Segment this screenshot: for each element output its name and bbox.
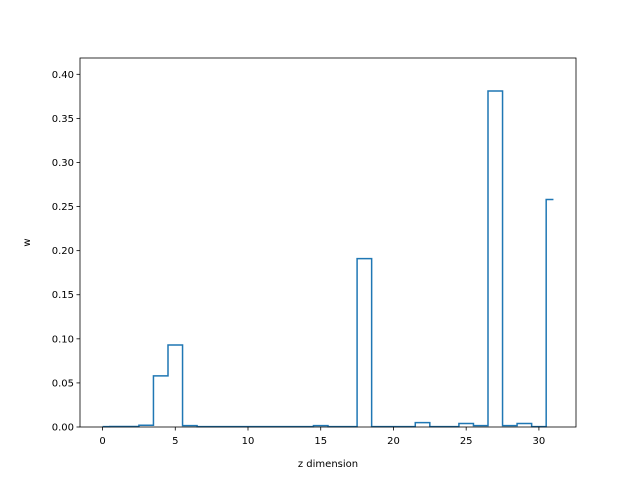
y-tick-label: 0.40: [52, 70, 74, 81]
x-tick-label: 30: [533, 436, 546, 447]
y-tick-label: 0.25: [52, 202, 74, 213]
y-tick-label: 0.10: [52, 334, 74, 345]
y-tick-label: 0.15: [52, 290, 74, 301]
y-tick-label: 0.30: [52, 158, 74, 169]
x-tick-label: 25: [460, 436, 473, 447]
y-tick-label: 0.05: [52, 378, 74, 389]
y-tick-label: 0.35: [52, 114, 74, 125]
x-tick-label: 15: [314, 436, 327, 447]
x-tick-label: 20: [387, 436, 400, 447]
plot-frame: [79, 57, 577, 428]
y-axis-label: w: [22, 238, 33, 246]
x-axis-ticks: 0 5 10 15 20 25 30: [99, 427, 545, 447]
y-tick-label: 0.00: [52, 423, 74, 434]
x-tick-label: 10: [242, 436, 255, 447]
x-axis-label: z dimension: [298, 459, 358, 470]
x-tick-label: 0: [99, 436, 105, 447]
y-axis-ticks: 0.00 0.05 0.10 0.15 0.20 0.25 0.30 0.35 0.40: [52, 70, 80, 434]
y-tick-label: 0.20: [52, 246, 74, 257]
x-tick-label: 5: [172, 436, 178, 447]
